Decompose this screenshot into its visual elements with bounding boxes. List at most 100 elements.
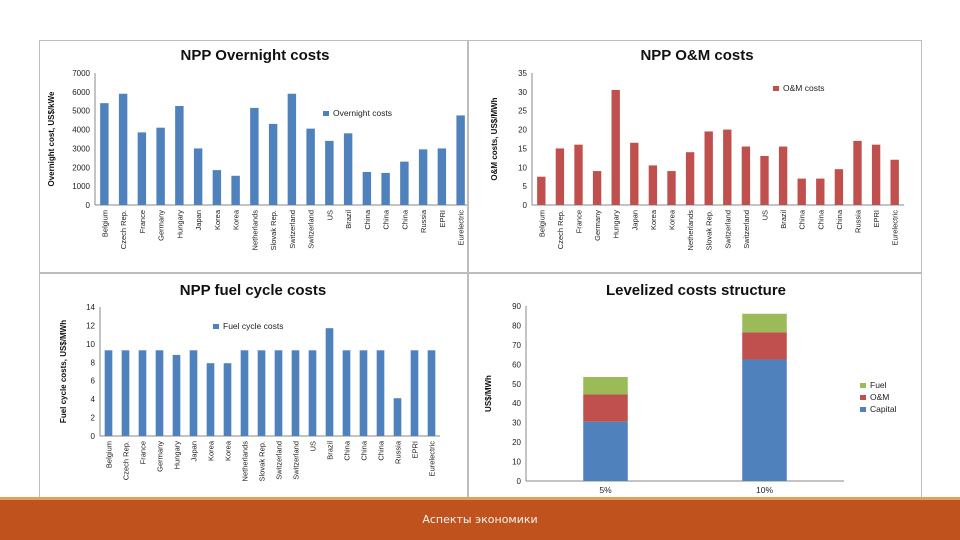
chart-svg: NPP Overnight costs Overnight cost, US$/k… bbox=[47, 47, 467, 251]
y-tick-label: 80 bbox=[512, 321, 521, 330]
bar bbox=[816, 178, 825, 205]
x-tick-label: Belgium bbox=[537, 210, 546, 237]
y-tick-label: 40 bbox=[512, 399, 521, 408]
x-tick-label: Slovak Rep. bbox=[705, 210, 714, 250]
y-tick-label: 1000 bbox=[72, 182, 90, 191]
bar bbox=[890, 159, 899, 205]
bar bbox=[172, 354, 181, 436]
bar bbox=[268, 123, 278, 205]
bar bbox=[100, 103, 109, 205]
bar bbox=[121, 350, 130, 436]
chart-svg: Levelized costs structure US$/MWh 0 10 20 30 4… bbox=[484, 282, 897, 495]
x-tick-label: Hungary bbox=[612, 210, 621, 239]
x-tick-label: China bbox=[360, 440, 369, 460]
y-axis-label: Overnight cost, US$/kWe bbox=[47, 91, 56, 187]
bar bbox=[537, 176, 546, 205]
x-tick-label: Switzerland bbox=[292, 441, 301, 480]
legend-swatch bbox=[860, 383, 866, 388]
y-tick-label: 30 bbox=[512, 419, 521, 428]
y-tick-label: 20 bbox=[518, 126, 527, 135]
bar bbox=[189, 350, 198, 436]
y-tick-label: 0 bbox=[86, 201, 91, 210]
bar bbox=[342, 350, 351, 436]
y-tick-label: 0 bbox=[523, 201, 528, 210]
x-tick-label: Russia bbox=[419, 209, 428, 233]
bar bbox=[274, 350, 283, 436]
x-tick-label: EPRI bbox=[872, 210, 881, 228]
footer-caption: Аспекты экономики bbox=[422, 513, 538, 526]
x-tick-label: Belgium bbox=[105, 441, 114, 468]
x-tick-label: China bbox=[377, 440, 386, 460]
y-tick-label: 2 bbox=[91, 414, 96, 423]
x-tick-label: Eurelectric bbox=[891, 210, 900, 246]
bar bbox=[155, 350, 164, 436]
x-tick-label: Korea bbox=[232, 209, 241, 230]
x-tick-label: Netherlands bbox=[250, 210, 259, 251]
bar bbox=[175, 106, 184, 205]
y-axis-label: Fuel cycle costs, US$/MWh bbox=[59, 320, 68, 423]
bar bbox=[574, 144, 583, 205]
x-tick-label: China bbox=[835, 209, 844, 229]
legend-label: Capital bbox=[870, 404, 897, 414]
bar bbox=[137, 132, 147, 205]
y-tick-label: 10 bbox=[518, 163, 527, 172]
bar bbox=[797, 178, 806, 205]
bar bbox=[611, 89, 620, 205]
legend-label: O&M costs bbox=[783, 83, 825, 93]
stacked-bar-segment-om bbox=[742, 332, 787, 360]
y-axis-label: O&M costs, US$/MWh bbox=[490, 97, 499, 180]
y-tick-label: 10 bbox=[86, 340, 95, 349]
y-tick-label: 50 bbox=[512, 380, 521, 389]
y-tick-label: 0 bbox=[91, 432, 96, 441]
y-tick-label: 15 bbox=[518, 144, 527, 153]
x-tick-label: US bbox=[761, 210, 770, 220]
x-tick-label: Switzerland bbox=[307, 210, 316, 249]
footer-divider bbox=[0, 497, 960, 500]
x-tick-label: Czech Rep. bbox=[122, 441, 131, 480]
y-tick-label: 6000 bbox=[72, 88, 90, 97]
bar bbox=[871, 144, 881, 205]
x-tick-label: Switzerland bbox=[288, 210, 297, 249]
y-tick-label: 12 bbox=[86, 321, 95, 330]
x-tick-label: Korea bbox=[213, 209, 222, 230]
bar bbox=[231, 175, 240, 205]
overnight-costs-chart-panel: NPP Overnight costs Overnight cost, US$/k… bbox=[39, 40, 468, 273]
bar bbox=[362, 172, 372, 205]
y-tick-label: 4 bbox=[91, 395, 96, 404]
y-tick-label: 7000 bbox=[72, 69, 90, 78]
x-tick-label: Switzerland bbox=[742, 210, 751, 249]
y-tick-label: 30 bbox=[518, 88, 527, 97]
x-tick-label: Eurelectric bbox=[457, 210, 466, 246]
x-tick-label: Switzerland bbox=[275, 441, 284, 480]
bar bbox=[393, 398, 402, 436]
bar bbox=[308, 350, 317, 436]
x-tick-label: Japan bbox=[630, 210, 639, 230]
x-tick-label: China bbox=[798, 209, 807, 229]
legend-swatch bbox=[323, 111, 329, 116]
y-tick-label: 10 bbox=[512, 458, 521, 467]
bar bbox=[381, 172, 390, 205]
om-costs-chart-panel: NPP O&M costs O&M costs, US$/MWh 0 5 10 15 20 2… bbox=[468, 40, 922, 273]
bar bbox=[376, 350, 385, 436]
x-tick-label: Eurelectric bbox=[428, 441, 437, 477]
x-tick-label: Korea bbox=[668, 209, 677, 230]
legend-swatch bbox=[860, 407, 866, 412]
x-tick-label: Japan bbox=[190, 441, 199, 461]
stacked-bar-segment-capital bbox=[583, 421, 628, 481]
y-tick-label: 5000 bbox=[72, 107, 90, 116]
x-tick-label: Korea bbox=[649, 209, 658, 230]
bar bbox=[156, 127, 165, 205]
x-tick-label: 10% bbox=[756, 485, 773, 495]
legend-swatch bbox=[773, 86, 779, 91]
y-tick-label: 25 bbox=[518, 107, 527, 116]
legend-label: Overnight costs bbox=[333, 108, 392, 118]
y-tick-label: 6 bbox=[91, 377, 96, 386]
y-tick-label: 3000 bbox=[72, 144, 90, 153]
bar bbox=[223, 363, 232, 436]
y-tick-label: 14 bbox=[86, 303, 95, 312]
bar bbox=[287, 93, 297, 205]
x-tick-label: Slovak Rep. bbox=[258, 441, 267, 481]
fuel-cycle-costs-chart-panel: NPP fuel cycle costs Fuel cycle costs, US… bbox=[39, 273, 468, 500]
stacked-bar-segment-capital bbox=[742, 359, 787, 481]
chart-title: Levelized costs structure bbox=[606, 282, 786, 299]
